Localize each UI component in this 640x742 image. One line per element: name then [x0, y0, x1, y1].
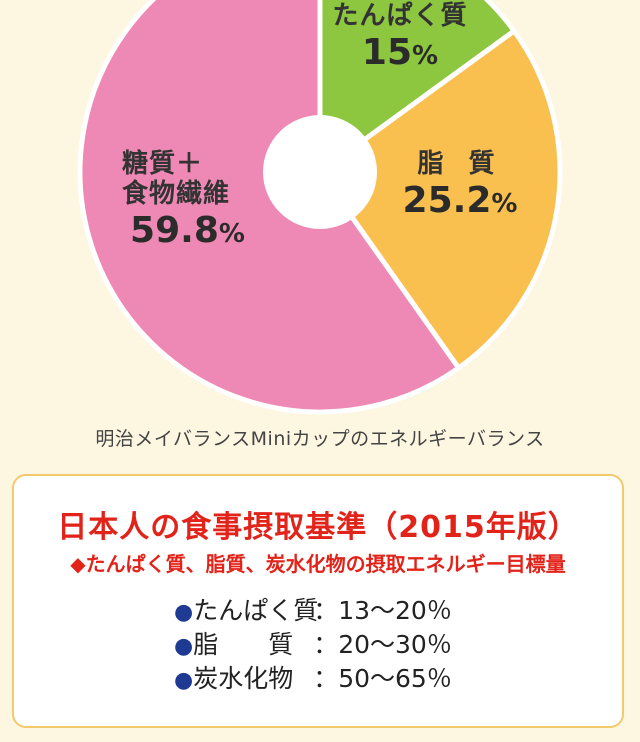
bullet-icon: ● — [174, 600, 194, 625]
slice-value-carb: 59.8% — [130, 209, 245, 251]
standards-item-name: たんぱく質 — [193, 596, 319, 625]
bullet-icon: ● — [174, 634, 194, 659]
slice-label-protein: たんぱく質 15% — [325, 0, 475, 73]
standards-item-fat: ●脂 質 ：20〜30％ — [174, 628, 452, 662]
standards-item-carbohydrate: ●炭水化物 ：50〜65％ — [174, 662, 452, 696]
slice-value-fat: 25.2% — [402, 179, 518, 221]
standards-subtitle: ◆たんぱく質、脂質、炭水化物の摂取エネルギー目標量 — [70, 552, 566, 576]
bullet-icon: ● — [174, 668, 194, 693]
pie-chart-svg — [77, 0, 563, 415]
slice-name-carb-line2: 食物繊維 — [122, 178, 231, 209]
slice-label-fat: 脂 質 25.2% — [390, 149, 530, 221]
standards-item-range: ：50〜65％ — [313, 664, 452, 693]
slice-value-protein: 15% — [361, 31, 439, 73]
pie-slice-2 — [77, 0, 462, 415]
chart-caption: 明治メイバランスMiniカップのエネルギーバランス — [95, 428, 545, 450]
slice-label-carb: 糖質＋ 食物繊維 59.8% — [100, 149, 275, 251]
standards-item-range: ：20〜30％ — [313, 630, 452, 659]
standards-title: 日本人の食事摂取基準（2015年版） — [57, 510, 579, 545]
standards-item-name: 炭水化物 — [193, 664, 294, 693]
intake-standards-box: 日本人の食事摂取基準（2015年版） ◆たんぱく質、脂質、炭水化物の摂取エネルギ… — [12, 474, 624, 728]
pie-center-hole — [263, 115, 377, 229]
slice-name-fat: 脂 質 — [417, 149, 503, 179]
standards-item-range: ：13〜20％ — [313, 596, 452, 625]
pie-slice-1 — [317, 28, 563, 371]
slice-name-protein: たんぱく質 — [332, 1, 468, 31]
standards-item-name: 脂 質 — [193, 630, 294, 659]
slice-name-carb-line1: 糖質＋ — [122, 149, 204, 179]
standards-list: ●たんぱく質：13〜20％ ●脂 質：20〜30％ ●炭水化物 ：50〜65％ — [174, 594, 452, 696]
pie-slice-0 — [317, 0, 517, 175]
pie-chart: たんぱく質 15% 脂 質 25.2% 糖質＋ 食物繊維 59.8% — [77, 0, 563, 415]
standards-item-protein: ●たんぱく質：13〜20％ — [174, 594, 452, 628]
